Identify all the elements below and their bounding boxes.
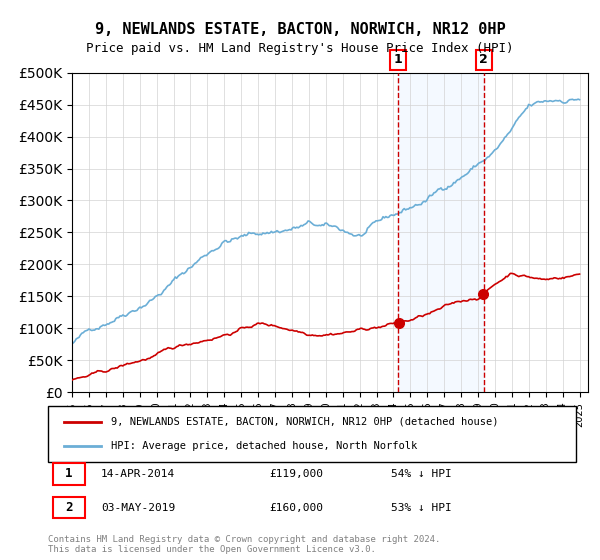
Bar: [398, 73, 484, 392]
Text: 54% ↓ HPI: 54% ↓ HPI: [391, 469, 452, 479]
FancyBboxPatch shape: [53, 497, 85, 519]
Text: Contains HM Land Registry data © Crown copyright and database right 2024.
This d: Contains HM Land Registry data © Crown c…: [48, 535, 440, 554]
Text: £160,000: £160,000: [270, 502, 324, 512]
FancyBboxPatch shape: [48, 406, 576, 462]
Text: 53% ↓ HPI: 53% ↓ HPI: [391, 502, 452, 512]
Text: 14-APR-2014: 14-APR-2014: [101, 469, 175, 479]
FancyBboxPatch shape: [53, 463, 85, 485]
Text: 1: 1: [394, 53, 403, 67]
Text: £119,000: £119,000: [270, 469, 324, 479]
Text: 1: 1: [65, 468, 73, 480]
Text: 9, NEWLANDS ESTATE, BACTON, NORWICH, NR12 0HP: 9, NEWLANDS ESTATE, BACTON, NORWICH, NR1…: [95, 22, 505, 38]
Text: Price paid vs. HM Land Registry's House Price Index (HPI): Price paid vs. HM Land Registry's House …: [86, 42, 514, 55]
Text: 03-MAY-2019: 03-MAY-2019: [101, 502, 175, 512]
Text: 2: 2: [65, 501, 73, 514]
Text: HPI: Average price, detached house, North Norfolk: HPI: Average price, detached house, Nort…: [112, 441, 418, 451]
Text: 9, NEWLANDS ESTATE, BACTON, NORWICH, NR12 0HP (detached house): 9, NEWLANDS ESTATE, BACTON, NORWICH, NR1…: [112, 417, 499, 427]
Text: 2: 2: [479, 53, 488, 67]
